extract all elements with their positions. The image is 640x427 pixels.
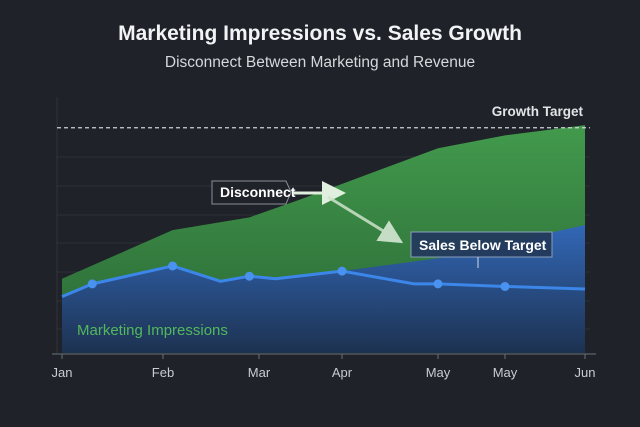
sales-line [61,264,586,299]
annotation-sales-below-target: Sales Below Target [410,231,553,268]
chart-subtitle: Disconnect Between Marketing and Revenue [164,54,476,71]
sales-data-point [168,261,178,271]
annotation-disconnect: Disconnect [211,180,404,244]
annotation-disconnect-text: Disconnect [220,184,296,200]
growth-target-label: Growth Target [492,104,584,119]
sales-data-point [87,279,97,289]
x-tick-label: Jan [52,365,73,380]
x-tick-label: Mar [248,365,271,380]
sales-data-point [244,271,254,281]
arrow-icon [327,195,404,244]
x-tick-label: Apr [332,365,353,380]
x-tick-label: May [493,365,518,380]
sales-data-point [433,279,443,289]
sales-data-point [337,266,347,276]
series-label-marketing-impressions: Marketing Impressions [77,322,228,339]
chart-title: Marketing Impressions vs. Sales Growth [118,22,522,45]
x-tick-label: Feb [152,365,174,380]
x-tick-label: Jun [575,365,596,380]
x-tick-label: May [426,365,451,380]
sales-data-point [500,281,510,291]
annotation-sales-text: Sales Below Target [419,237,547,253]
